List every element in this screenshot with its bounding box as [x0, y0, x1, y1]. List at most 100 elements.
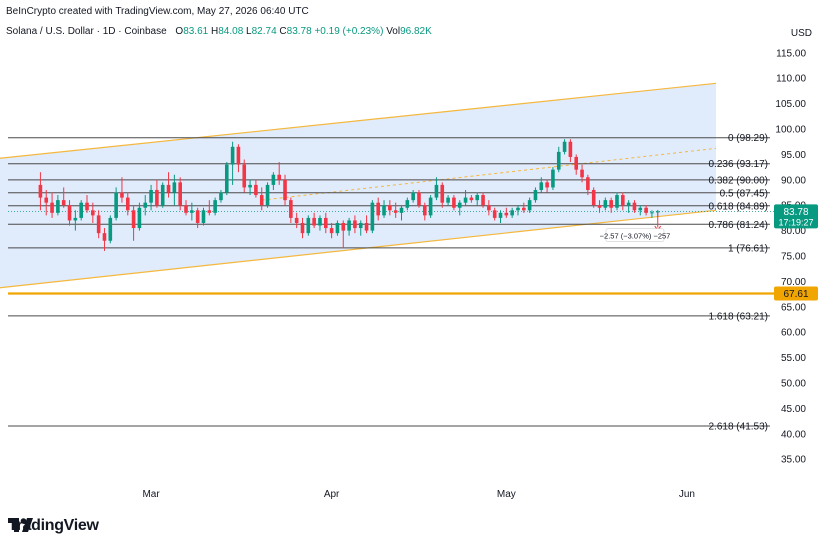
- candle: [388, 200, 392, 216]
- y-tick-label: 50.00: [781, 378, 806, 389]
- candle: [487, 200, 491, 216]
- candle-body: [516, 207, 520, 211]
- candle: [492, 207, 497, 221]
- x-tick-label: Jun: [679, 489, 695, 500]
- current-price-value: 83.78: [783, 207, 808, 218]
- candle-body: [545, 182, 549, 188]
- candle: [522, 202, 526, 213]
- candle-body: [195, 210, 200, 223]
- candle: [498, 210, 503, 223]
- y-tick-label: 80.00: [781, 226, 806, 237]
- candle-body: [289, 200, 293, 218]
- y-axis-unit-label: USD: [791, 28, 812, 39]
- candle: [533, 187, 538, 203]
- high-value: 84.08: [218, 26, 244, 37]
- candle: [341, 220, 346, 249]
- candle: [254, 179, 258, 198]
- x-axis[interactable]: Mar Apr May Jun: [142, 489, 694, 500]
- channel-mid-line: [261, 147, 717, 201]
- candle-body: [655, 211, 660, 213]
- candle-body: [190, 210, 194, 213]
- candle: [108, 215, 113, 244]
- candle: [469, 195, 474, 203]
- candle: [149, 184, 153, 211]
- open-label: O: [175, 26, 184, 37]
- candle-body: [277, 174, 281, 180]
- candle-body: [469, 197, 474, 201]
- candle-body: [201, 210, 206, 223]
- candle-body: [626, 202, 631, 206]
- countdown-value: 17:19:27: [778, 217, 813, 227]
- candle: [201, 207, 206, 226]
- candle-body: [615, 195, 619, 208]
- y-tick-label: 40.00: [781, 429, 806, 440]
- channel-upper-line: [0, 82, 717, 159]
- candle-body: [259, 195, 264, 206]
- fib-label-1.618: 1.618 (63.21): [709, 311, 769, 322]
- candle: [160, 182, 165, 208]
- candle-body: [137, 207, 142, 229]
- y-tick-label: 105.00: [775, 99, 806, 110]
- candle-body: [178, 182, 182, 206]
- candle-body: [481, 195, 485, 206]
- candle-body: [96, 215, 101, 234]
- channel-layer: [0, 82, 717, 289]
- candle-body: [329, 228, 334, 234]
- candle-body: [364, 222, 369, 231]
- y-tick-label: 90.00: [781, 175, 806, 186]
- candle: [393, 202, 398, 218]
- channel-fill: [0, 83, 716, 288]
- candle-body: [370, 202, 375, 231]
- candle-body: [230, 146, 235, 165]
- y-tick-label: 45.00: [781, 404, 806, 415]
- candle: [323, 212, 328, 234]
- candle: [650, 210, 654, 218]
- candle: [172, 174, 177, 206]
- symbol-title[interactable]: Solana / U.S. Dollar · 1D · Coinbase: [6, 26, 167, 37]
- candle-body: [603, 200, 608, 208]
- candle: [166, 172, 171, 198]
- candle: [300, 217, 305, 239]
- candle: [399, 205, 404, 221]
- low-label: L: [246, 26, 252, 37]
- candle-body: [609, 200, 613, 208]
- candle-body: [393, 210, 398, 213]
- candle: [265, 182, 270, 208]
- tradingview-logo[interactable]: TradingView: [8, 517, 99, 535]
- candle-body: [184, 205, 188, 213]
- candle-body: [586, 177, 590, 190]
- candle: [423, 202, 427, 221]
- candle-body: [446, 197, 450, 203]
- ohlc-legend: Solana / U.S. Dollar · 1D · Coinbase O83…: [6, 26, 432, 37]
- candle-body: [224, 164, 229, 193]
- candle-body: [73, 217, 78, 221]
- candle: [184, 200, 188, 216]
- candle-body: [323, 217, 328, 229]
- candle-body: [318, 217, 322, 226]
- candle: [562, 139, 567, 155]
- candle: [632, 200, 637, 213]
- low-value: 82.74: [251, 26, 277, 37]
- y-axis[interactable]: USD115.00110.00105.00100.0095.0090.0085.…: [775, 28, 812, 466]
- candle: [463, 189, 468, 206]
- fib-label-2.618: 2.618 (41.53): [709, 421, 769, 432]
- candle: [271, 172, 276, 190]
- candle-body: [621, 195, 625, 206]
- candle-body: [510, 210, 514, 216]
- candle-body: [120, 192, 124, 198]
- candle: [347, 217, 351, 236]
- y-tick-label: 35.00: [781, 455, 806, 466]
- candle: [73, 210, 78, 231]
- candle-body: [492, 210, 497, 218]
- candle-body: [399, 207, 404, 213]
- candle: [568, 139, 573, 163]
- candle: [114, 187, 118, 221]
- open-value: 83.61: [183, 26, 209, 37]
- support-price-tag: 67.61: [774, 286, 818, 301]
- channel-lower-line: [0, 209, 717, 289]
- support-price-tag-bg: [774, 286, 818, 301]
- candle-body: [341, 222, 346, 231]
